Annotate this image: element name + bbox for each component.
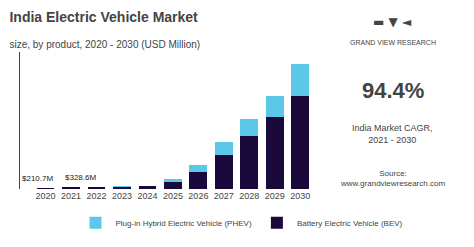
svg-text:India Market CAGR,2021 - 2030: India Market CAGR,2021 - 2030 <box>352 123 433 145</box>
svg-text:2021: 2021 <box>61 191 81 201</box>
svg-text:2022: 2022 <box>86 191 106 201</box>
svg-text:Plug-in Hybrid Electric Vehicl: Plug-in Hybrid Electric Vehicle (PHEV) <box>116 219 252 228</box>
svg-text:2024: 2024 <box>137 191 157 201</box>
svg-text:Source:www.grandviewresearch.c: Source:www.grandviewresearch.com <box>340 169 445 188</box>
svg-text:2023: 2023 <box>112 191 132 201</box>
svg-text:$328.6M: $328.6M <box>65 173 96 182</box>
svg-text:GRAND VIEW RESEARCH: GRAND VIEW RESEARCH <box>350 39 436 46</box>
svg-text:size, by product, 2020 - 2030: size, by product, 2020 - 2030 (USD Milli… <box>9 39 200 50</box>
svg-text:Battery Electric Vehicle (BEV): Battery Electric Vehicle (BEV) <box>297 219 403 228</box>
svg-text:2028: 2028 <box>239 191 259 201</box>
svg-text:94.4%: 94.4% <box>362 78 424 103</box>
svg-text:$210.7M: $210.7M <box>22 174 53 183</box>
svg-text:2027: 2027 <box>214 191 234 201</box>
svg-text:▬ ▼ ◄: ▬ ▼ ◄ <box>373 15 412 29</box>
svg-text:2025: 2025 <box>163 191 183 201</box>
svg-text:2026: 2026 <box>188 191 208 201</box>
svg-text:2030: 2030 <box>290 191 310 201</box>
svg-text:2029: 2029 <box>265 191 285 201</box>
svg-text:2020: 2020 <box>35 191 55 201</box>
svg-text:India Electric Vehicle Market: India Electric Vehicle Market <box>9 9 198 25</box>
